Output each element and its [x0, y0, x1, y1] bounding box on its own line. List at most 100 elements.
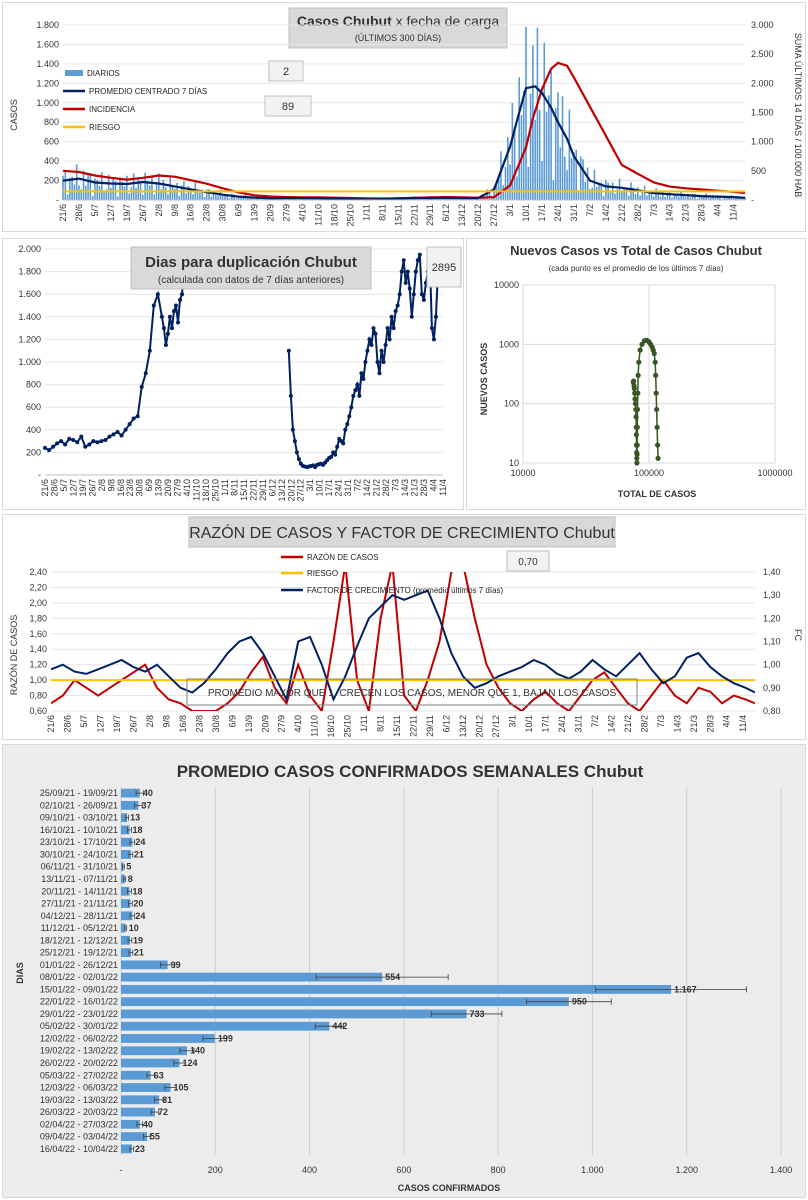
value-label: 18 — [132, 886, 142, 896]
chart-dias-duplicacion: - 200 400 600 800 1.000 1.200 1.400 1.600 1.800 2.… — [2, 238, 464, 510]
point-dias-duplicacion — [147, 348, 152, 353]
y-tick-label: 0,80 — [29, 691, 47, 701]
bar-diarios — [447, 198, 450, 200]
point-nuevos-casos — [635, 372, 641, 378]
point-dias-duplicacion — [288, 393, 293, 398]
point-dias-duplicacion — [161, 326, 166, 331]
bar-diarios — [162, 179, 165, 200]
point-dias-duplicacion — [83, 444, 88, 449]
x-tick-label: 14/2 — [601, 204, 611, 222]
point-dias-duplicacion — [111, 432, 116, 437]
legend-fc: FACTOR DE CRECIMIENTO (promedio últimos … — [307, 586, 504, 595]
bar-diarios — [100, 172, 103, 200]
point-dias-duplicacion — [343, 427, 348, 432]
y-tick-label: - — [38, 470, 41, 480]
value-label: 733 — [470, 1009, 485, 1019]
category-label: 23/10/21 - 17/10/21 — [40, 837, 118, 847]
bar-diarios — [144, 172, 146, 200]
category-label: 19/02/22 - 13/02/22 — [40, 1046, 118, 1056]
bar-diarios — [691, 193, 694, 200]
bar-diarios — [180, 185, 183, 200]
x-tick-label: 400 — [302, 1165, 317, 1175]
x-tick-label: 2/8 — [154, 204, 164, 217]
bar-diarios — [682, 195, 685, 200]
x-tick-label: 27/9 — [277, 715, 287, 733]
chart-title: Dias para duplicación Chubut — [145, 254, 357, 271]
bar-diarios — [662, 191, 664, 200]
y-tick-label: 1.800 — [18, 267, 41, 277]
x-tick-label: 1.400 — [770, 1165, 793, 1175]
line-fc — [51, 589, 755, 703]
x-tick-label: 6/12 — [442, 715, 452, 733]
bar-diarios — [217, 195, 219, 200]
bar-diarios — [160, 189, 162, 200]
bar-diarios — [265, 198, 267, 200]
bar-diarios — [573, 152, 575, 200]
x-tick-label: 21/2 — [617, 204, 627, 222]
x-tick-label: 4/4 — [722, 715, 732, 728]
bar-diarios — [525, 26, 527, 200]
x-tick-label: 800 — [491, 1165, 506, 1175]
x-tick-label: 3/1 — [505, 204, 515, 217]
value-label: 55 — [150, 1132, 160, 1142]
point-nuevos-casos — [654, 424, 660, 430]
x-tick-label: 14/2 — [362, 479, 372, 497]
bar-diarios — [668, 190, 671, 200]
bar-diarios — [169, 175, 172, 200]
point-dias-duplicacion — [373, 331, 378, 336]
point-dias-duplicacion — [409, 314, 414, 319]
bar-diarios — [675, 194, 678, 200]
category-label: 09/04/22 - 03/04/22 — [40, 1132, 118, 1142]
point-dias-duplicacion — [55, 441, 60, 446]
x-tick-label: 14/3 — [665, 204, 675, 222]
y2-tick-label: 0,80 — [763, 706, 781, 716]
bar-promedio — [121, 1107, 155, 1117]
point-dias-duplicacion — [131, 416, 136, 421]
x-tick-label: 13/9 — [244, 715, 254, 733]
point-dias-duplicacion — [47, 448, 52, 453]
value-label: 72 — [158, 1107, 168, 1117]
category-label: 09/10/21 - 03/10/21 — [40, 813, 118, 823]
bar-diarios — [548, 95, 550, 200]
point-nuevos-casos — [632, 396, 638, 402]
y2-tick-label: 1.500 — [751, 108, 774, 118]
point-dias-duplicacion — [75, 440, 80, 445]
x-tick-label: 22/11 — [409, 204, 419, 226]
title-box — [188, 516, 616, 548]
x-tick-label: 11/10 — [313, 204, 323, 226]
y-axis-label: CASOS — [9, 99, 19, 131]
bar-diarios — [246, 198, 249, 200]
point-dias-duplicacion — [363, 360, 368, 364]
bar-promedio — [121, 850, 131, 859]
value-label: 8 — [128, 874, 133, 884]
bar-diarios — [577, 191, 580, 200]
bar-diarios — [605, 179, 607, 200]
bar-diarios — [178, 195, 181, 200]
legend: DIARIOS PROMEDIO CENTRADO 7 DÍAS INCIDEN… — [63, 69, 207, 132]
bar-diarios — [664, 196, 666, 200]
point-dias-duplicacion — [415, 258, 420, 263]
y-tick-label: 200 — [26, 447, 41, 457]
y-tick-label: 1,80 — [29, 613, 47, 623]
x-tick-label: 29/11 — [425, 715, 435, 737]
x-tick-label: 19/7 — [78, 479, 88, 497]
point-dias-duplicacion — [359, 371, 364, 376]
category-label: 11/12/21 - 05/12/21 — [41, 923, 118, 933]
bar-diarios — [123, 186, 126, 200]
bar-diarios — [153, 194, 156, 200]
x-tick-label: 28/3 — [697, 204, 707, 222]
chart-casos-fecha-carga: Casos Chubut x fecha de carga (ÚLTIMOS 3… — [2, 2, 806, 232]
bar-diarios — [678, 196, 680, 200]
bar-diarios — [636, 187, 639, 200]
x-tick-label: 22/11 — [409, 715, 419, 737]
x-tick-label: 10/1 — [521, 204, 531, 222]
point-dias-duplicacion — [377, 371, 382, 376]
x-tick-label: 4/10 — [293, 715, 303, 733]
x-tick-label: 14/3 — [672, 715, 682, 733]
x-tick-label: 21/2 — [623, 715, 633, 733]
bar-promedio — [121, 800, 139, 810]
x-tick-label: 27/12 — [296, 479, 306, 502]
category-label: 20/11/21 - 14/11/21 — [41, 886, 118, 896]
bar-diarios — [632, 187, 635, 200]
bar-diarios — [233, 194, 235, 200]
